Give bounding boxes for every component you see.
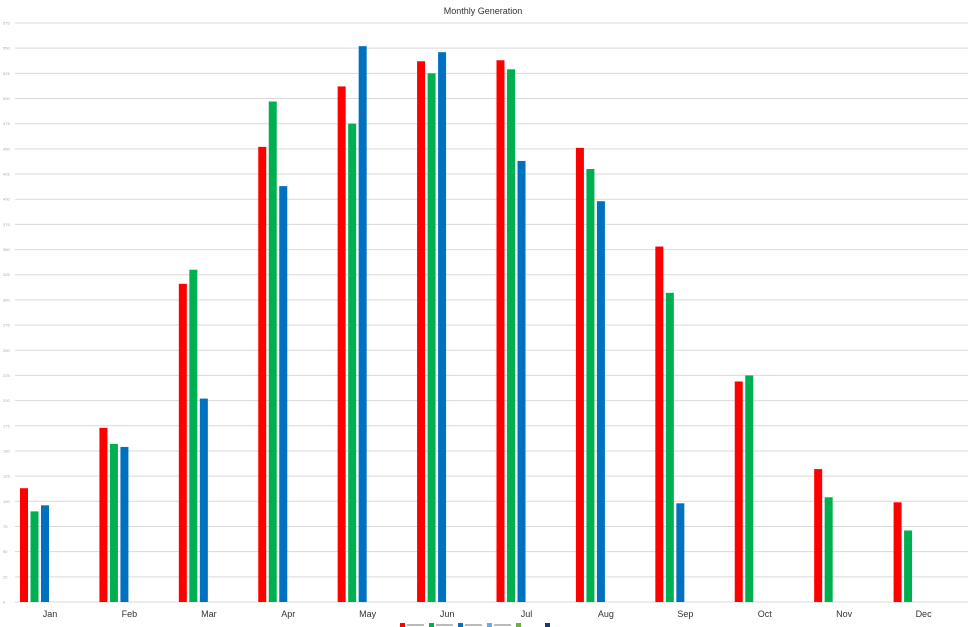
y-tick-label: 425	[3, 172, 10, 177]
bar-may-series-3	[358, 46, 367, 603]
legend-swatch	[487, 623, 492, 627]
bar-mar-series-1	[178, 283, 187, 602]
x-axis-labels: Jan Feb Mar Apr May Jun Jul Aug Sep Oct Nov Dec	[43, 609, 932, 619]
bar-apr-series-1	[258, 146, 267, 602]
legend-label	[494, 624, 511, 626]
y-tick-label: 325	[3, 272, 10, 277]
y-tick-label: 400	[3, 197, 10, 202]
y-tick-label: 175	[3, 423, 10, 428]
bar-jan-series-1	[20, 488, 28, 602]
bar-aug-series-1	[575, 147, 584, 602]
bar-jul-series-2	[507, 69, 515, 602]
y-tick-label: 75	[3, 524, 8, 529]
x-tick-label: Jul	[521, 609, 533, 619]
y-tick-label: 300	[3, 297, 10, 302]
bar-jan-series-2	[30, 511, 39, 602]
bar-nov-series-1	[814, 469, 823, 602]
legend-swatch	[458, 623, 463, 627]
y-tick-label: 475	[3, 121, 10, 126]
y-tick-label: 225	[3, 373, 10, 378]
chart-title: Monthly Generation	[444, 6, 523, 16]
y-tick-label: 0	[3, 600, 6, 605]
bar-may-series-1	[337, 86, 346, 603]
bar-jul-series-3	[517, 160, 526, 602]
bar-jan-series-3	[41, 505, 49, 602]
y-tick-label: 50	[3, 549, 8, 554]
x-tick-label: Dec	[916, 609, 933, 619]
bars	[20, 46, 913, 603]
x-tick-label: Feb	[122, 609, 138, 619]
bar-sep-series-2	[665, 292, 674, 602]
y-tick-label: 375	[3, 222, 10, 227]
x-tick-label: Jun	[440, 609, 455, 619]
bar-mar-series-2	[189, 269, 198, 602]
bar-jul-series-1	[496, 60, 505, 603]
y-tick-label: 525	[3, 71, 10, 76]
bar-dec-series-2	[904, 530, 913, 602]
bar-oct-series-2	[745, 375, 754, 602]
bar-apr-series-2	[268, 101, 277, 603]
gridlines	[15, 22, 968, 603]
x-tick-label: Nov	[836, 609, 853, 619]
bar-aug-series-2	[586, 169, 595, 602]
legend-swatch	[400, 623, 405, 627]
legend-label	[436, 624, 453, 626]
y-tick-label: 100	[3, 499, 10, 504]
bar-sep-series-1	[655, 246, 664, 602]
x-tick-label: Mar	[201, 609, 217, 619]
bar-may-series-2	[348, 123, 357, 603]
bar-nov-series-2	[824, 497, 833, 602]
y-tick-label: 450	[3, 146, 10, 151]
bar-feb-series-3	[120, 446, 129, 602]
y-tick-label: 250	[3, 348, 10, 353]
legend-swatch	[429, 623, 434, 627]
y-tick-label: 500	[3, 96, 10, 101]
bar-sep-series-3	[676, 503, 685, 602]
y-tick-label: 150	[3, 448, 10, 453]
y-tick-label: 200	[3, 398, 10, 403]
x-tick-label: Apr	[281, 609, 295, 619]
bar-dec-series-1	[893, 502, 902, 602]
bar-feb-series-1	[99, 427, 108, 602]
legend	[400, 623, 550, 627]
bar-jun-series-3	[438, 52, 447, 603]
bar-jun-series-1	[417, 61, 426, 603]
legend-swatch	[516, 623, 521, 627]
legend-label	[407, 624, 424, 626]
bar-feb-series-2	[109, 443, 118, 602]
bar-jun-series-2	[427, 73, 436, 602]
legend-swatch	[545, 623, 550, 627]
bar-oct-series-1	[734, 381, 743, 602]
y-tick-label: 125	[3, 474, 10, 479]
x-tick-label: Oct	[758, 609, 773, 619]
bar-aug-series-3	[596, 201, 605, 602]
y-tick-label: 25	[3, 574, 8, 579]
x-tick-label: Sep	[677, 609, 693, 619]
y-tick-label: 575	[3, 21, 10, 26]
x-tick-label: Jan	[43, 609, 58, 619]
y-axis-ticks: 0 25 50 75 100 125 150 175 200 225 250 275 300 325 350…	[3, 21, 10, 605]
y-tick-label: 550	[3, 46, 10, 51]
bar-mar-series-3	[199, 398, 208, 602]
x-tick-label: Aug	[598, 609, 614, 619]
x-tick-label: May	[359, 609, 377, 619]
y-tick-label: 350	[3, 247, 10, 252]
legend-label	[465, 624, 482, 626]
y-tick-label: 275	[3, 323, 10, 328]
bar-apr-series-3	[279, 186, 288, 602]
